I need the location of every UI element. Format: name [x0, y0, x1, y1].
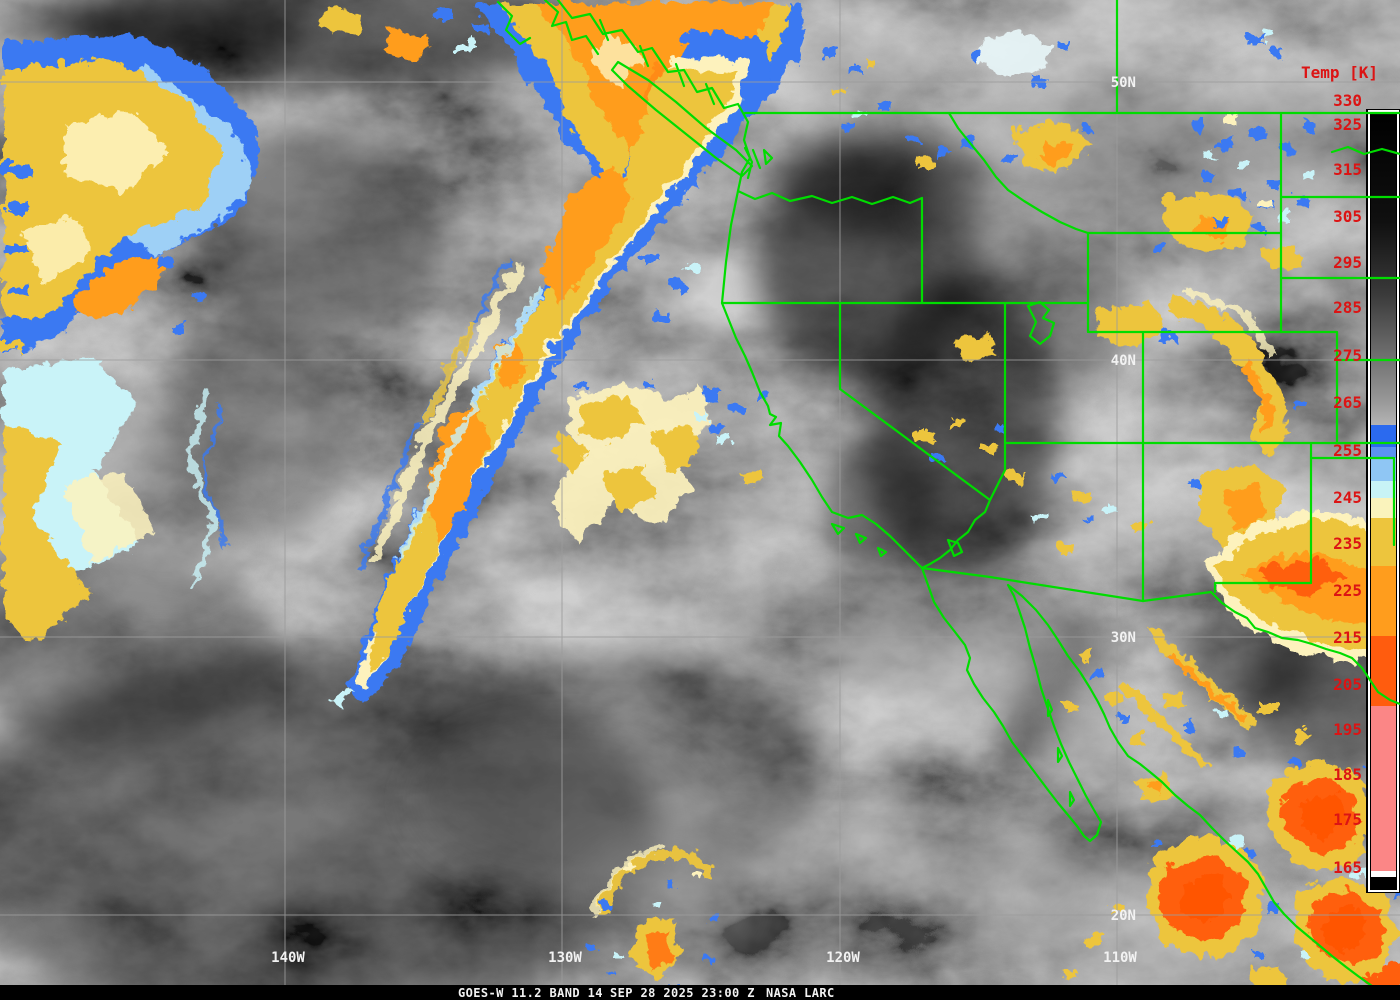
- colorbar-seg: [1371, 458, 1396, 481]
- caption-product: GOES-W 11.2 BAND 14: [458, 986, 603, 1000]
- colorbar-seg: [1371, 498, 1396, 518]
- colorbar-tick: 315: [1333, 160, 1362, 179]
- colorbar-tick: 265: [1333, 393, 1362, 412]
- colorbar-tick: 330: [1333, 91, 1362, 110]
- colorbar-tick: 245: [1333, 488, 1362, 507]
- temperature-colorbar: [1366, 109, 1400, 893]
- colorbar-seg: [1371, 518, 1396, 566]
- colorbar-seg: [1371, 871, 1396, 877]
- colorbar-frame: [1368, 110, 1399, 892]
- colorbar-tick: 185: [1333, 765, 1362, 784]
- colorbar-seg: [1371, 425, 1396, 447]
- parallel-gridlines: [0, 81, 1400, 916]
- colorbar-seg: [1371, 636, 1396, 706]
- colorbar-tick: 295: [1333, 253, 1362, 272]
- colorbar-gray-ramp: [1371, 113, 1396, 425]
- lon-label-110w: 110W: [1103, 950, 1137, 966]
- colorbar-seg: [1371, 877, 1396, 890]
- lakes-path: [946, 300, 1056, 558]
- caption-credit: NASA LARC: [766, 986, 835, 1000]
- light-shading-layer: [0, 37, 1395, 986]
- colorbar-seg: [1371, 447, 1396, 458]
- meridian-gridlines: [284, 0, 1118, 986]
- colorbar-tick: 175: [1333, 810, 1362, 829]
- state-borders-path: [720, 0, 1400, 603]
- colorbar-seg: [1371, 706, 1396, 871]
- grid-label-layer: 50N 40N 30N 20N 140W 130W 120W 110W: [271, 75, 1137, 966]
- lat-label-40n: 40N: [1111, 353, 1136, 369]
- lon-label-130w: 130W: [548, 950, 582, 966]
- lat-label-30n: 30N: [1111, 630, 1136, 646]
- colorbar-tick: 195: [1333, 720, 1362, 739]
- mexico-border-path: [920, 566, 1400, 706]
- colorbar-tick: 165: [1333, 858, 1362, 877]
- colorbar-label-layer: Temp [K] 330 325 315 305 295 285 275 265…: [1301, 63, 1378, 877]
- lon-label-140w: 140W: [271, 950, 305, 966]
- colorbar-tick: 325: [1333, 115, 1362, 134]
- lat-label-20n: 20N: [1111, 908, 1136, 924]
- colorbar-seg: [1371, 481, 1396, 498]
- colorbar-tick: 255: [1333, 441, 1362, 460]
- colorbar-seg: [1371, 566, 1396, 636]
- lon-label-120w: 120W: [826, 950, 860, 966]
- caption-bar: GOES-W 11.2 BAND 14 SEP 28 2025 23:00 Z …: [0, 985, 1400, 1000]
- colorbar-tick: 275: [1333, 346, 1362, 365]
- colorbar-tick: 205: [1333, 675, 1362, 694]
- colorbar-tick: 285: [1333, 298, 1362, 317]
- pacific-coastline-path: [496, 0, 1374, 986]
- colorbar-tick: 215: [1333, 628, 1362, 647]
- colorbar-tick: 225: [1333, 581, 1362, 600]
- colorbar-tick: 235: [1333, 534, 1362, 553]
- colorbar-title: Temp [K]: [1301, 63, 1378, 82]
- caption-datetime: SEP 28 2025 23:00 Z: [610, 986, 755, 1000]
- lat-label-50n: 50N: [1111, 75, 1136, 91]
- map-border-layer: [496, 0, 1400, 986]
- colorbar-tick: 305: [1333, 207, 1362, 226]
